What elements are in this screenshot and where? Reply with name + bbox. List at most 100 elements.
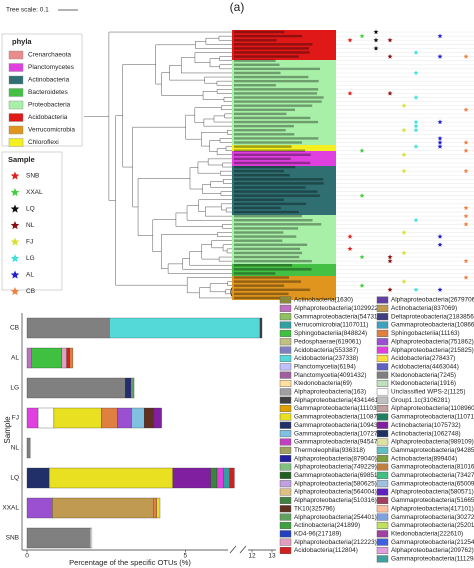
phyla-name: Crenarchaeota (28, 52, 71, 59)
phylum-band (232, 166, 336, 215)
legend-swatch (376, 446, 389, 454)
bar-segment (26, 437, 31, 459)
bar-segment (101, 407, 118, 429)
occurrence-star (347, 90, 353, 96)
sample-name: LG (26, 255, 35, 262)
legend-label: Gammaproteobacteria(516654) (391, 497, 474, 504)
occurrence-star (359, 193, 365, 198)
sample-star (10, 221, 20, 230)
leaf-label (234, 284, 285, 287)
legend-swatch (376, 480, 389, 488)
bar-segment (26, 497, 53, 519)
leaf-label (234, 292, 289, 296)
sample-name: SNB (26, 173, 39, 180)
bar-segment (26, 347, 32, 369)
leaf-label (234, 137, 319, 140)
leaf-label (234, 157, 291, 161)
legend-label: Acidobacteria(4463044) (391, 363, 459, 370)
legend-label: Alphaproteobacteria(989109) (391, 439, 474, 446)
leaf-label (234, 227, 299, 230)
bar-segment (26, 317, 110, 339)
occurrence-star (401, 103, 407, 108)
leaf-label (234, 214, 302, 218)
phylum-band (232, 151, 336, 166)
legend-swatch (376, 496, 389, 504)
axis-break (229, 545, 247, 554)
leaf-label (234, 259, 312, 263)
phyla-name: Verrucomicrobia (28, 127, 75, 134)
legend-label: Alphaproteobacteria(749229) (294, 464, 377, 471)
leaf-label (234, 43, 313, 46)
legend-swatch (376, 396, 389, 404)
leaf-label (234, 169, 284, 173)
phyla-name: Chloroflexi (28, 139, 59, 146)
sample-title: Sample (8, 155, 35, 164)
legend-label: Acidobacteria(278437) (391, 355, 455, 362)
occurrence-star (359, 283, 365, 288)
legend-swatch (279, 380, 292, 388)
leaf-label (234, 194, 320, 197)
legend-swatch (376, 321, 389, 329)
legend-label: Alphaproteobacteria(510316) (294, 497, 377, 504)
bar-segment (61, 347, 67, 369)
occurrence-star (463, 205, 469, 211)
occurrence-star (463, 168, 469, 174)
leaf-label (234, 39, 277, 42)
legend-label: Ktedonobacteria(222610) (391, 530, 463, 537)
legend-label: Alphaproteobacteria(879040) (294, 455, 377, 462)
legend-label: Pedosphaerae(619061) (294, 338, 361, 345)
phylum-band (232, 215, 336, 264)
bar-segment (223, 467, 230, 489)
legend-label: Gammaproteobacteria(302726) (391, 514, 474, 521)
occurrence-star (463, 107, 469, 112)
legend-swatch (376, 547, 389, 555)
occurrence-star (413, 49, 419, 55)
leaf-label (234, 145, 292, 148)
legend-label: Alphaproteobacteria(2679706) (391, 297, 474, 304)
legend-label: Ktedonobacteria(1916) (391, 380, 456, 387)
bar-segment (153, 407, 162, 429)
leaf-label (234, 161, 311, 165)
sample-name: AL (26, 272, 34, 279)
phyla-title: phyla (12, 37, 32, 46)
leaf-label (234, 63, 280, 66)
bar-segment (131, 407, 145, 429)
occurrence-star (463, 54, 469, 59)
legend-label: Gammaproteobacteria(810167) (391, 464, 474, 471)
leaf-label (234, 51, 310, 54)
legend-label: Alphaproteobacteria(4341461) (294, 397, 380, 404)
legend-label: Alphaproteobacteria(580625) (294, 480, 377, 487)
legend-label: KD4-96(217189) (294, 530, 341, 537)
legend-swatch (279, 304, 292, 312)
bar-segment (144, 407, 154, 429)
occurrence-star (373, 37, 379, 43)
phyla-legend-box (1, 33, 83, 147)
bar-segment (229, 467, 235, 489)
legend-label: Ktedonobacteria(69) (294, 380, 352, 387)
occurrence-star (387, 254, 393, 260)
bar-segment (259, 317, 263, 339)
leaf-label (234, 268, 312, 271)
phyla-swatch (8, 138, 24, 147)
phyla-swatch (8, 113, 24, 122)
bar-segment (156, 497, 161, 519)
legend-label: Actinobacteria(241899) (294, 522, 360, 529)
legend-label: Planctomycetia(4091432) (294, 372, 366, 379)
legend-swatch (376, 354, 389, 362)
leaf-label (234, 210, 299, 214)
occurrence-star (401, 127, 407, 133)
leaf-label (234, 264, 293, 267)
sample-star (10, 270, 20, 279)
leaf-label (234, 133, 295, 136)
legend-swatch (279, 438, 292, 446)
legend-swatch (279, 513, 292, 521)
legend-swatch (376, 346, 389, 354)
leaf-label (234, 231, 284, 234)
phylum-band (232, 145, 336, 151)
occurrence-star (401, 152, 407, 157)
phylum-band (232, 276, 336, 300)
legend-label: TK10(325796) (294, 505, 335, 512)
occurrence-star (437, 139, 443, 145)
legend-swatch (279, 321, 292, 329)
sample-star (10, 237, 20, 246)
